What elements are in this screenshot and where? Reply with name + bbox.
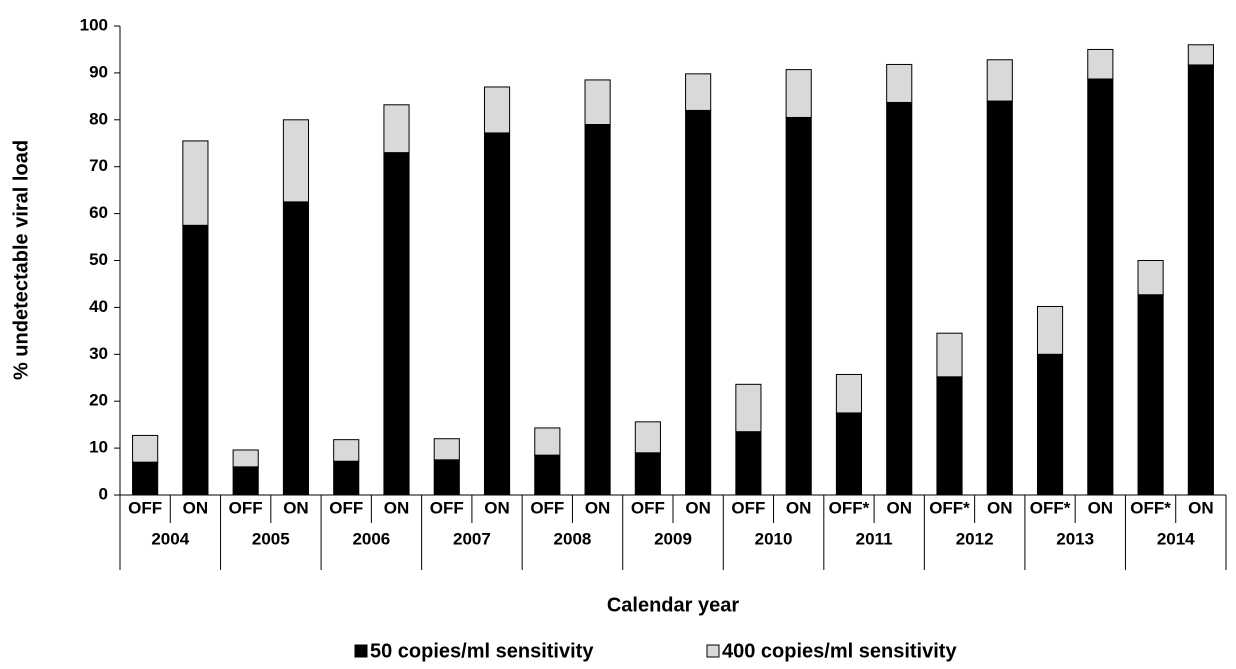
bar-segment	[584, 123, 611, 496]
x-tick-label: OFF*	[929, 498, 970, 517]
x-tick-label: ON	[1188, 498, 1214, 517]
x-tick-label: ON	[484, 498, 510, 517]
bar-segment	[483, 132, 511, 496]
x-tick-label: OFF*	[829, 498, 870, 517]
bar-segment	[785, 69, 812, 118]
bar-segment	[182, 224, 209, 496]
y-tick-label: 10	[89, 438, 108, 457]
bar-segment	[735, 431, 762, 496]
group-label: 2010	[755, 529, 793, 548]
y-tick-label: 20	[89, 391, 108, 410]
bar-segment	[282, 119, 310, 203]
bar-segment	[1187, 64, 1214, 496]
y-tick-label: 70	[89, 156, 108, 175]
bar-segment	[886, 101, 913, 496]
x-tick-label: ON	[1088, 498, 1114, 517]
bar-segment	[1137, 294, 1164, 496]
group-label: 2013	[1056, 529, 1094, 548]
bar-segment	[634, 421, 661, 454]
group-label: 2007	[453, 529, 491, 548]
bar-segment	[986, 100, 1013, 496]
group-label: 2008	[554, 529, 592, 548]
bar-segment	[132, 434, 159, 463]
group-label: 2004	[151, 529, 189, 548]
bar-segment	[534, 454, 561, 496]
y-tick-label: 40	[89, 297, 108, 316]
group-label: 2009	[654, 529, 692, 548]
bar-segment	[282, 201, 310, 496]
bar-segment	[835, 412, 863, 496]
bar-segment	[584, 79, 611, 125]
bar-segment	[986, 59, 1013, 102]
bar-segment	[232, 466, 259, 496]
bar-segment	[735, 383, 762, 433]
y-tick-label: 50	[89, 250, 108, 269]
x-tick-label: OFF	[128, 498, 162, 517]
bar-segment	[433, 459, 460, 496]
y-tick-label: 30	[89, 344, 108, 363]
bar-segment	[333, 439, 360, 462]
x-tick-label: OFF*	[1130, 498, 1171, 517]
legend-swatch	[706, 644, 720, 658]
x-tick-label: ON	[384, 498, 410, 517]
x-tick-label: OFF	[430, 498, 464, 517]
bar-segment	[1036, 305, 1064, 355]
bar-segment	[886, 63, 913, 103]
x-tick-label: ON	[685, 498, 711, 517]
x-tick-label: OFF	[229, 498, 263, 517]
x-tick-label: OFF	[731, 498, 765, 517]
legend-label: 400 copies/ml sensitivity	[722, 640, 957, 662]
bar-segment	[1187, 44, 1214, 66]
bar-segment	[232, 449, 259, 468]
legend-swatch	[354, 644, 368, 658]
y-axis-title: % undetectable viral load	[10, 140, 32, 380]
legend-label: 50 copies/ml sensitivity	[370, 640, 594, 662]
bar-segment	[333, 460, 360, 496]
group-label: 2014	[1157, 529, 1195, 548]
x-tick-label: OFF	[631, 498, 665, 517]
bar-segment	[685, 73, 712, 111]
bar-segment	[534, 427, 561, 456]
bar-segment	[383, 104, 410, 154]
group-label: 2012	[956, 529, 994, 548]
bar-segment	[483, 86, 511, 134]
y-tick-label: 60	[89, 203, 108, 222]
y-tick-label: 80	[89, 109, 108, 128]
bar-segment	[433, 438, 460, 461]
bar-segment	[785, 116, 812, 496]
x-tick-label: ON	[786, 498, 812, 517]
bar-segment	[634, 452, 661, 496]
bar-segment	[132, 461, 159, 496]
bar-segment	[182, 140, 209, 226]
bar-segment	[1087, 78, 1114, 496]
bar-segment	[383, 152, 410, 496]
x-tick-label: ON	[987, 498, 1013, 517]
y-tick-label: 0	[99, 484, 108, 503]
x-tick-label: ON	[886, 498, 912, 517]
y-tick-label: 100	[80, 15, 108, 34]
bar-segment	[936, 376, 963, 496]
group-label: 2011	[856, 529, 893, 548]
bar-segment	[1137, 260, 1164, 296]
x-axis-title: Calendar year	[607, 594, 740, 616]
x-tick-label: OFF	[329, 498, 363, 517]
x-tick-label: ON	[585, 498, 611, 517]
bar-segment	[685, 109, 712, 496]
x-tick-label: ON	[183, 498, 209, 517]
group-label: 2006	[352, 529, 390, 548]
bar-segment	[1036, 353, 1064, 496]
bar-segment	[936, 332, 963, 378]
bar-segment	[835, 373, 863, 414]
x-tick-label: OFF*	[1030, 498, 1071, 517]
x-tick-label: OFF	[530, 498, 564, 517]
group-label: 2005	[252, 529, 290, 548]
bar-segment	[1087, 48, 1114, 80]
y-tick-label: 90	[89, 62, 108, 81]
x-tick-label: ON	[283, 498, 309, 517]
